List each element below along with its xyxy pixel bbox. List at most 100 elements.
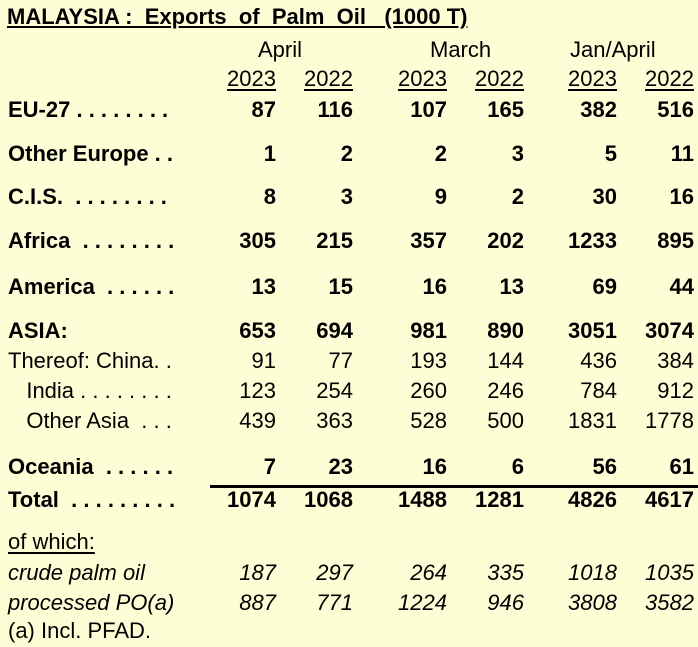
cell: 193	[410, 348, 447, 373]
cell: 2	[434, 141, 447, 166]
cell: 264	[410, 560, 447, 585]
row-label: Other Asia . . .	[8, 408, 172, 433]
cell: 1831	[568, 408, 617, 433]
cell: 363	[316, 408, 353, 433]
cell: 1074	[227, 487, 276, 512]
cell: 187	[239, 560, 276, 585]
cell: 13	[251, 274, 276, 299]
cell: 912	[657, 378, 694, 403]
table-row-america: America . . . . . . 13 15 16 13 69 44	[0, 273, 698, 303]
cell: 260	[410, 378, 447, 403]
table-row-africa: Africa . . . . . . . . 305 215 357 202 1…	[0, 227, 698, 257]
row-label: India . . . . . . . .	[8, 378, 172, 403]
cell: 653	[239, 318, 276, 343]
cell: 784	[580, 378, 617, 403]
year-header: 2023	[398, 66, 447, 91]
table-row-processed-po: processed PO(a) 887 771 1224 946 3808 35…	[0, 589, 698, 619]
row-label: processed PO(a)	[8, 590, 175, 615]
table-row-cis: C.I.S. . . . . . . . . 8 3 9 2 30 16	[0, 183, 698, 213]
cell: 202	[487, 228, 524, 253]
cell: 771	[316, 590, 353, 615]
cell: 1488	[398, 487, 447, 512]
cell: 5	[604, 141, 617, 166]
cell: 1281	[475, 487, 524, 512]
cell: 1778	[645, 408, 694, 433]
footnote: (a) Incl. PFAD.	[8, 618, 152, 643]
cell: 23	[328, 454, 353, 479]
row-label: Thereof: China. .	[8, 348, 172, 373]
cell: 694	[316, 318, 353, 343]
cell: 56	[592, 454, 617, 479]
cell: 254	[316, 378, 353, 403]
cell: 436	[580, 348, 617, 373]
total-divider	[210, 485, 698, 488]
table-row-oceania: Oceania . . . . . . 7 23 16 6 56 61	[0, 453, 698, 483]
cell: 144	[487, 348, 524, 373]
cell: 384	[657, 348, 694, 373]
cell: 3	[511, 141, 524, 166]
cell: 3051	[568, 318, 617, 343]
cell: 3582	[645, 590, 694, 615]
row-label: Oceania . . . . . .	[8, 454, 174, 479]
cell: 44	[669, 274, 694, 299]
row-label: ASIA:	[8, 318, 68, 343]
cell: 7	[263, 454, 276, 479]
year-header: 2022	[645, 66, 694, 91]
cell: 335	[487, 560, 524, 585]
cell: 61	[669, 454, 694, 479]
cell: 4826	[568, 487, 617, 512]
cell: 6	[511, 454, 524, 479]
cell: 215	[316, 228, 353, 253]
cell: 165	[487, 97, 524, 122]
cell: 382	[580, 97, 617, 122]
row-label: America . . . . . .	[8, 274, 175, 299]
table-row-india: India . . . . . . . . 123 254 260 246 78…	[0, 377, 698, 407]
cell: 1018	[568, 560, 617, 585]
cell: 890	[487, 318, 524, 343]
table-row-china: Thereof: China. . 91 77 193 144 436 384	[0, 347, 698, 377]
row-label: crude palm oil	[8, 560, 145, 585]
cell: 1068	[304, 487, 353, 512]
row-label: Other Europe . .	[8, 141, 174, 166]
cell: 15	[328, 274, 353, 299]
year-header: 2022	[475, 66, 524, 91]
cell: 297	[316, 560, 353, 585]
cell: 77	[328, 348, 353, 373]
cell: 16	[669, 184, 694, 209]
cell: 8	[263, 184, 276, 209]
cell: 1224	[398, 590, 447, 615]
cell: 116	[317, 97, 354, 122]
year-header: 2023	[227, 66, 276, 91]
of-which-label: of which:	[8, 529, 95, 554]
cell: 16	[422, 274, 447, 299]
period-header-jan-april: Jan/April	[570, 37, 656, 62]
cell: 439	[239, 408, 276, 433]
cell: 3	[340, 184, 353, 209]
cell: 69	[592, 274, 617, 299]
table-row-eu27: EU-27 . . . . . . . . 87 116 107 165 382…	[0, 96, 698, 126]
cell: 87	[251, 97, 276, 122]
cell: 3808	[568, 590, 617, 615]
row-label: Total . . . . . . . . .	[8, 487, 176, 512]
cell: 4617	[645, 487, 694, 512]
cell: 1035	[645, 560, 694, 585]
cell: 9	[434, 184, 447, 209]
period-header-march: March	[430, 37, 492, 62]
cell: 895	[657, 228, 694, 253]
row-label: EU-27 . . . . . . . .	[8, 97, 169, 122]
cell: 16	[422, 454, 447, 479]
cell: 91	[251, 348, 276, 373]
year-header: 2022	[304, 66, 353, 91]
cell: 946	[487, 590, 524, 615]
cell: 500	[487, 408, 524, 433]
cell: 887	[239, 590, 276, 615]
page-title: MALAYSIA : Exports of Palm Oil (1000 T)	[7, 4, 468, 29]
row-label: C.I.S. . . . . . . . .	[8, 184, 167, 209]
cell: 357	[410, 228, 447, 253]
cell: 981	[410, 318, 447, 343]
row-label: Africa . . . . . . . .	[8, 228, 175, 253]
table-row-asia: ASIA: 653 694 981 890 3051 3074	[0, 317, 698, 347]
cell: 2	[340, 141, 353, 166]
cell: 1	[263, 141, 276, 166]
cell: 13	[499, 274, 524, 299]
